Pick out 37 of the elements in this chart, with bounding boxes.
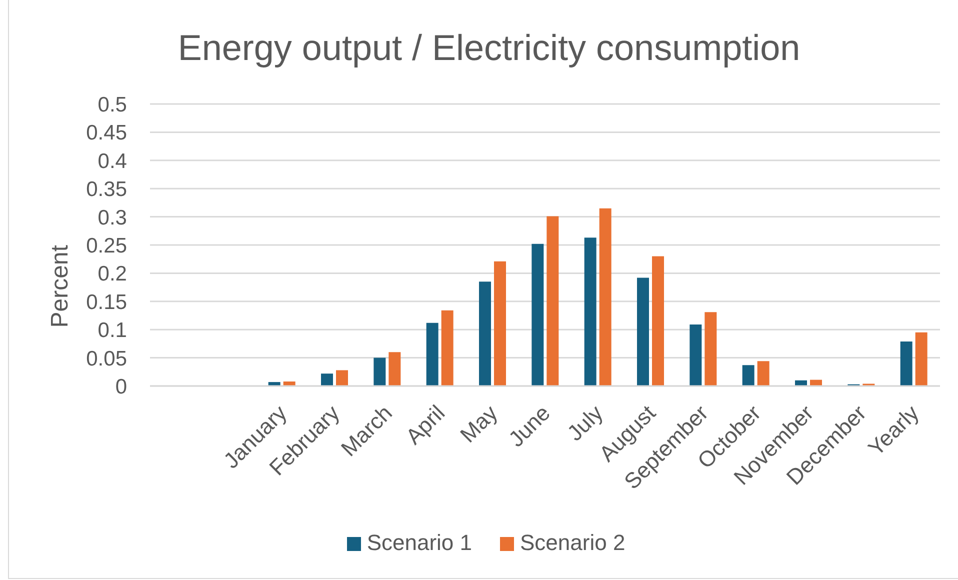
- y-tick-label: 0.1: [98, 319, 127, 342]
- bar: [900, 341, 912, 386]
- bar: [374, 358, 386, 386]
- bar: [652, 256, 664, 386]
- y-tick-label: 0.45: [86, 122, 127, 145]
- bar: [426, 322, 438, 386]
- y-tick-label: 0.3: [98, 206, 127, 230]
- x-tick-label: May: [455, 400, 502, 448]
- y-tick-label: 0: [115, 375, 127, 398]
- bar: [494, 261, 506, 386]
- bar: [336, 370, 348, 386]
- chart-title: Energy output / Electricity consumption: [176, 27, 802, 68]
- bar: [704, 312, 717, 386]
- y-tick-label: 0.5: [98, 93, 127, 116]
- bar: [757, 361, 770, 386]
- y-tick-label: 0.05: [86, 347, 127, 370]
- y-tick-label: 0.25: [86, 234, 127, 258]
- bar: [690, 324, 702, 386]
- bar: [599, 208, 612, 386]
- bar: [637, 278, 649, 386]
- bar: [321, 374, 333, 386]
- x-tick-label: July: [562, 400, 608, 446]
- y-tick-label: 0.2: [98, 262, 127, 286]
- bar: [479, 282, 491, 386]
- bar: [388, 352, 401, 386]
- legend-label: Scenario 1: [366, 530, 472, 555]
- y-tick-label: 0.15: [86, 290, 127, 314]
- bar: [546, 216, 559, 386]
- bar: [915, 332, 928, 386]
- bar: [584, 238, 596, 386]
- bar: [532, 244, 544, 386]
- y-tick-label: 0.4: [98, 150, 128, 173]
- y-tick-label: 0.35: [86, 178, 127, 202]
- bar: [742, 365, 754, 386]
- bar: [441, 310, 454, 386]
- y-axis-title: Percent: [46, 244, 74, 328]
- legend-label: Scenario 2: [520, 530, 626, 555]
